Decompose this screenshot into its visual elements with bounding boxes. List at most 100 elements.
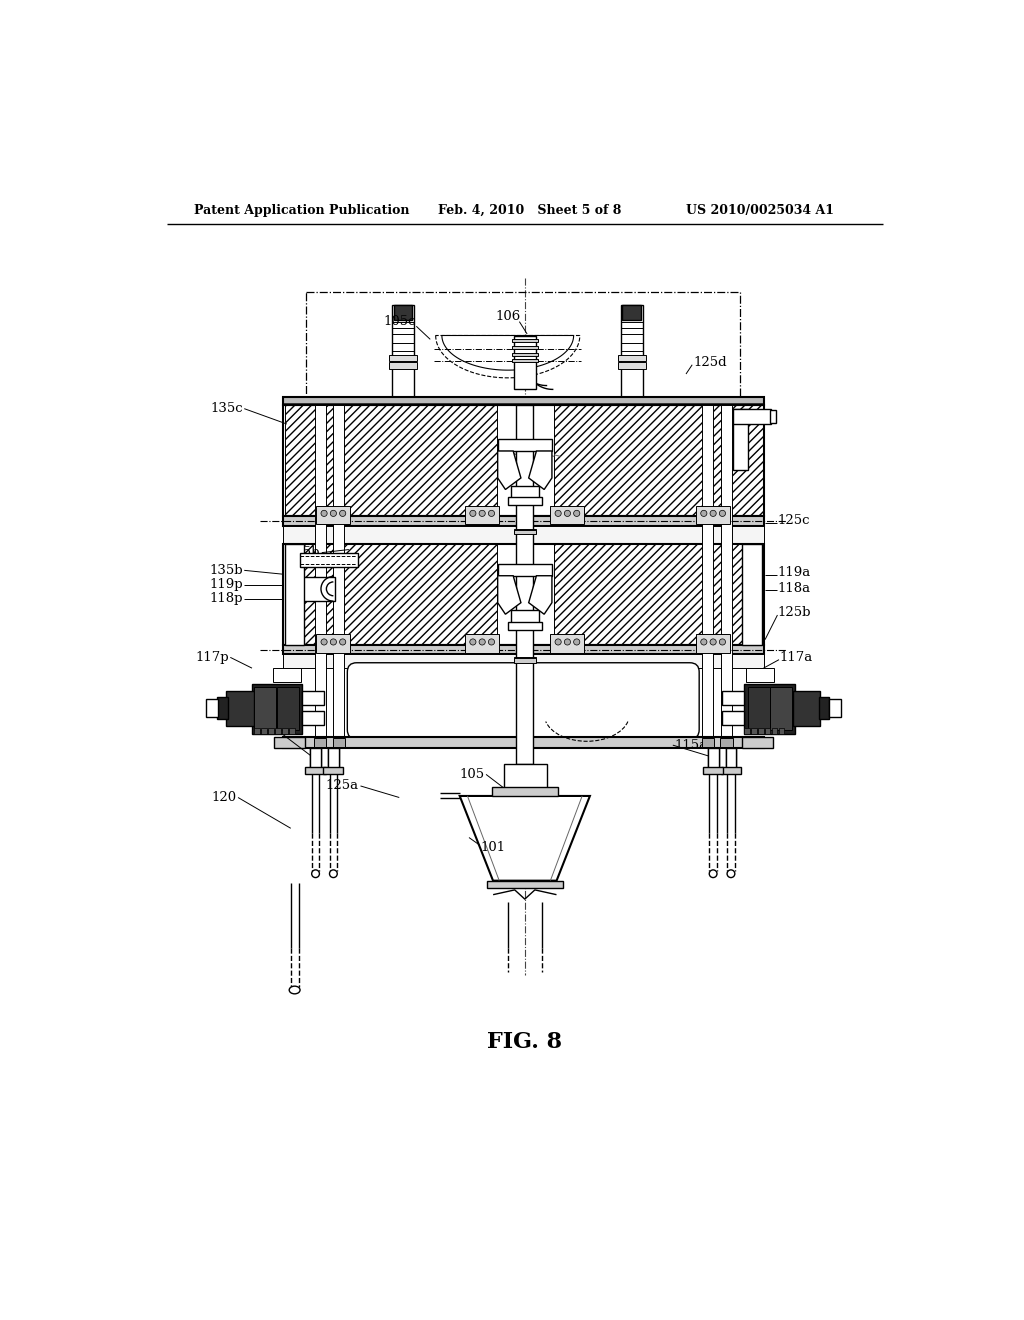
Bar [748, 688, 770, 730]
Text: 101: 101 [480, 841, 506, 854]
Bar [741, 544, 762, 645]
Text: 118a: 118a [777, 582, 811, 594]
Bar [703, 767, 723, 774]
Bar [726, 748, 736, 770]
Circle shape [321, 639, 328, 645]
Text: 125a: 125a [326, 779, 359, 792]
Bar [721, 405, 764, 516]
Bar [701, 738, 714, 747]
Bar [254, 729, 260, 734]
Polygon shape [460, 796, 590, 880]
Bar [465, 506, 500, 524]
Bar [314, 405, 326, 738]
Bar [285, 544, 497, 645]
Bar [741, 738, 773, 748]
Bar [550, 635, 585, 653]
Bar [512, 339, 538, 342]
Text: 125c: 125c [777, 513, 810, 527]
Text: US 2010/0025034 A1: US 2010/0025034 A1 [686, 205, 834, 218]
Bar [828, 700, 841, 718]
Bar [617, 355, 646, 360]
Bar [516, 405, 534, 763]
Bar [512, 354, 538, 356]
Bar [302, 711, 324, 725]
Bar [732, 409, 748, 470]
Bar [285, 405, 497, 516]
Bar [316, 506, 350, 524]
Circle shape [710, 639, 716, 645]
Bar [486, 880, 563, 888]
Bar [283, 738, 764, 748]
Bar [744, 729, 750, 734]
Bar [254, 688, 276, 730]
Text: 117a: 117a [779, 651, 812, 664]
Bar [283, 729, 288, 734]
Polygon shape [528, 451, 552, 490]
Circle shape [700, 639, 707, 645]
Bar [554, 405, 721, 516]
Bar [316, 635, 350, 653]
Bar [512, 359, 538, 363]
Bar [514, 657, 536, 663]
Bar [696, 506, 730, 524]
Text: 120: 120 [211, 791, 237, 804]
Bar [333, 738, 345, 747]
Bar [283, 405, 764, 516]
Bar [498, 564, 552, 576]
Circle shape [488, 511, 495, 516]
Bar [328, 748, 339, 770]
Bar [310, 748, 321, 770]
Bar [550, 506, 585, 524]
Bar [514, 335, 536, 389]
Circle shape [564, 511, 570, 516]
Text: 118p: 118p [209, 593, 243, 606]
Bar [765, 729, 770, 734]
Bar [504, 763, 547, 791]
Bar [283, 397, 764, 405]
Text: FIG. 8: FIG. 8 [487, 1031, 562, 1053]
Bar [334, 405, 344, 738]
Bar [514, 529, 536, 535]
Ellipse shape [330, 870, 337, 878]
Bar [252, 684, 302, 734]
Bar [722, 692, 744, 705]
Circle shape [470, 511, 476, 516]
Bar [392, 305, 414, 404]
Circle shape [573, 639, 580, 645]
Bar [751, 729, 757, 734]
Bar [514, 529, 536, 533]
Text: Feb. 4, 2010   Sheet 5 of 8: Feb. 4, 2010 Sheet 5 of 8 [438, 205, 622, 218]
Bar [621, 305, 643, 404]
Bar [508, 622, 542, 630]
Bar [493, 787, 558, 796]
Ellipse shape [289, 986, 300, 994]
Bar [389, 363, 417, 368]
Ellipse shape [311, 870, 319, 878]
Circle shape [719, 511, 726, 516]
Circle shape [573, 511, 580, 516]
Bar [702, 405, 713, 738]
Text: 105c: 105c [383, 315, 416, 329]
Text: 115a: 115a [675, 739, 708, 751]
Text: 119a: 119a [777, 566, 811, 579]
Bar [511, 610, 539, 626]
Text: 105b: 105b [287, 546, 321, 560]
Bar [394, 305, 413, 321]
Polygon shape [498, 576, 521, 614]
Bar [300, 577, 335, 601]
Bar [732, 409, 771, 424]
Bar [302, 692, 324, 705]
Bar [512, 346, 538, 348]
Bar [273, 668, 301, 682]
Polygon shape [498, 451, 521, 490]
Bar [275, 729, 281, 734]
Bar [514, 659, 536, 663]
Bar [744, 684, 795, 734]
Bar [283, 544, 764, 645]
Circle shape [331, 639, 337, 645]
Bar [226, 692, 254, 726]
Circle shape [700, 511, 707, 516]
Bar [720, 738, 732, 747]
Text: 125d: 125d [693, 356, 727, 370]
Polygon shape [528, 576, 552, 614]
